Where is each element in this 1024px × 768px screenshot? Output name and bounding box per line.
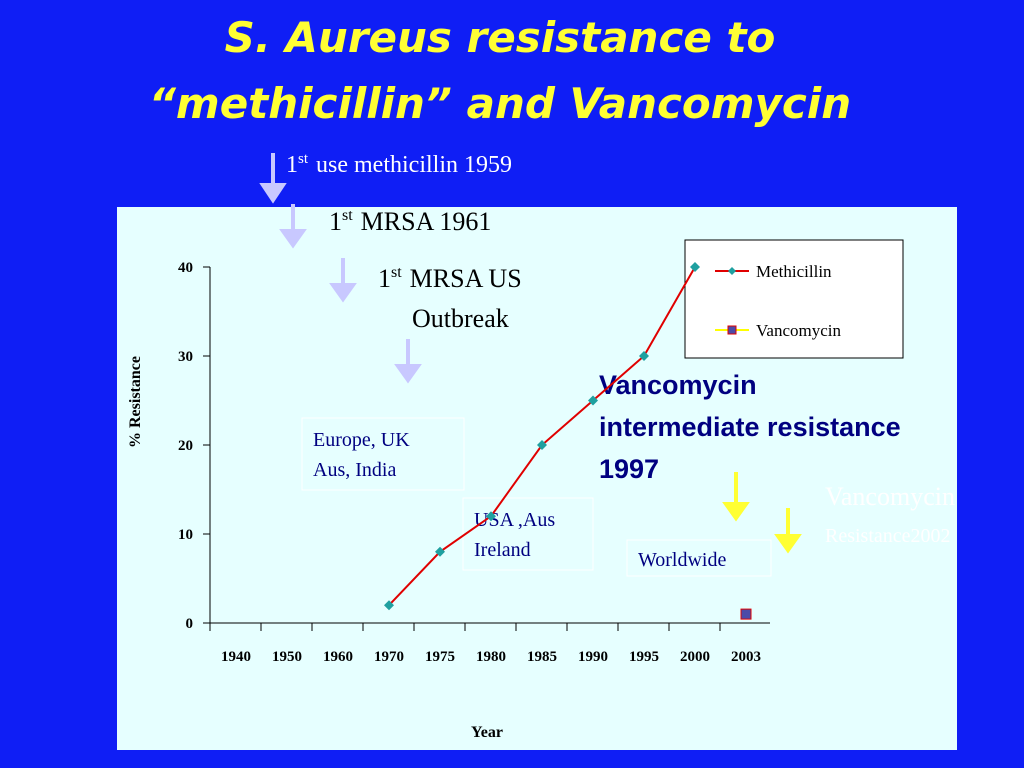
annotation: Worldwide [638,549,726,571]
arrow-head [259,183,287,204]
data-point [740,608,752,620]
x-tick-label: 1960 [323,649,353,665]
title-line: “methicillin” and Vancomycin [149,79,851,128]
data-point [384,600,394,611]
data-point [537,440,547,450]
y-axis-title: % Resistance [127,356,144,448]
x-tick-label: 1985 [527,649,557,665]
annotation: 1st use methicillin 1959 [286,151,512,178]
x-tick-label: 2000 [680,649,710,665]
x-tick-label: 1980 [476,649,506,665]
data-point [588,395,598,406]
x-tick-label: 1975 [425,649,455,665]
x-axis-title: Year [471,724,503,741]
y-tick-label: 10 [178,527,193,543]
data-point [435,546,445,557]
legend-marker [728,267,736,275]
annotation: Vancomycin [825,482,955,511]
legend-box [684,239,904,359]
annotation-box [626,539,772,577]
arrow-head [329,283,357,303]
legend-label: Methicillin [756,262,832,281]
annotation: intermediate resistance [599,412,901,442]
x-tick-label: 1990 [578,649,608,665]
annotation: Ireland [474,539,531,561]
annotation: 1997 [599,454,659,484]
annotation: Aus, India [313,459,396,481]
y-tick-label: 30 [178,349,193,365]
data-point [639,351,649,361]
arrow-head [774,534,802,554]
data-point [486,511,496,522]
legend-label: Vancomycin [756,321,841,340]
annotation: Resistance2002 [825,525,951,547]
legend-marker [727,325,737,335]
y-tick-label: 0 [186,616,194,632]
title-line: S. Aureus resistance to [225,13,776,62]
annotation: 1st MRSA US [378,264,522,293]
arrow-head [394,364,422,384]
annotation-box [301,417,465,491]
arrows [259,153,802,554]
annotation-box [462,497,594,571]
arrow-head [722,502,750,522]
annotation: Europe, UK [313,429,410,451]
arrow-head [279,229,307,249]
annotation: 1st MRSA 1961 [329,207,491,236]
x-tick-label: 1940 [221,649,251,665]
data-point [690,262,700,272]
annotation: USA ,Aus [474,509,555,531]
x-tick-label: 1950 [272,649,302,665]
y-tick-label: 20 [178,438,193,454]
x-tick-label: 2003 [731,649,761,665]
annotation: Vancomycin [599,370,757,400]
x-tick-label: 1995 [629,649,659,665]
annotation: Outbreak [412,304,509,333]
y-tick-label: 40 [178,260,193,276]
x-tick-label: 1970 [374,649,404,665]
